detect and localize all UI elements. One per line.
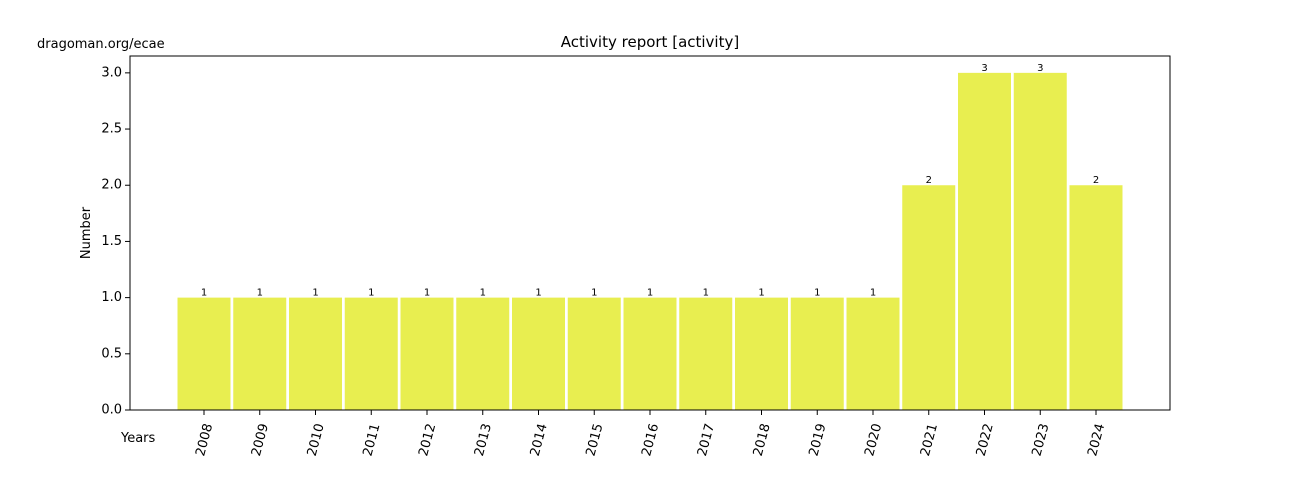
x-tick-label-2021: 2021 — [918, 422, 941, 458]
source-label: dragoman.org/ecae — [37, 37, 165, 52]
value-label-2013: 1 — [480, 288, 486, 299]
x-tick-label-2008: 2008 — [193, 422, 216, 458]
bar-2011 — [344, 297, 398, 410]
y-tick-label-3.0: 3.0 — [101, 65, 122, 80]
value-label-2008: 1 — [201, 288, 207, 299]
x-tick-label-2011: 2011 — [360, 422, 383, 458]
value-label-2017: 1 — [703, 288, 709, 299]
x-tick-label-2020: 2020 — [862, 422, 885, 458]
value-label-2014: 1 — [535, 288, 541, 299]
y-tick-label-2.5: 2.5 — [101, 122, 122, 137]
value-label-2010: 1 — [312, 288, 318, 299]
x-tick-label-2016: 2016 — [639, 422, 662, 458]
bar-2024 — [1069, 185, 1123, 410]
value-label-2022: 3 — [981, 63, 987, 74]
x-tick-label-2015: 2015 — [583, 422, 606, 458]
bar-2021 — [902, 185, 956, 410]
bars-group — [177, 72, 1123, 411]
x-tick-label-2010: 2010 — [305, 422, 328, 458]
value-labels-group: 1 1 1 1 1 1 1 1 1 1 1 1 1 2 3 3 2 — [201, 63, 1099, 299]
x-tick-label-2012: 2012 — [416, 422, 439, 458]
bar-2017 — [679, 297, 733, 410]
bar-2019 — [790, 297, 844, 410]
plot-frame — [129, 55, 1171, 411]
x-axis-ticks: 2008 2009 2010 2011 2012 2013 2014 2015 2016 2017… — [193, 410, 1108, 458]
value-label-2018: 1 — [758, 288, 764, 299]
value-label-2011: 1 — [368, 288, 374, 299]
y-tick-label-1.0: 1.0 — [101, 290, 122, 305]
bar-2020 — [846, 297, 900, 410]
bar-2012 — [400, 297, 454, 410]
bar-2010 — [289, 297, 342, 410]
bar-2023 — [1013, 72, 1067, 411]
x-tick-label-2018: 2018 — [751, 422, 774, 458]
bar-2009 — [233, 297, 287, 410]
y-tick-label-2.0: 2.0 — [101, 178, 122, 193]
bar-2016 — [623, 297, 677, 410]
bar-2018 — [735, 297, 788, 410]
x-tick-label-2019: 2019 — [806, 422, 829, 458]
chart-title: Activity report [activity] — [561, 33, 739, 51]
value-label-2015: 1 — [591, 288, 597, 299]
bar-2008 — [177, 297, 231, 410]
x-tick-label-2023: 2023 — [1029, 422, 1052, 458]
x-tick-label-2014: 2014 — [528, 422, 551, 458]
value-label-2016: 1 — [647, 288, 653, 299]
x-tick-label-2013: 2013 — [472, 422, 495, 458]
x-tick-label-2017: 2017 — [695, 422, 718, 458]
x-tick-label-2022: 2022 — [974, 422, 997, 458]
value-label-2009: 1 — [257, 288, 263, 299]
bar-2022 — [958, 72, 1011, 411]
bar-2013 — [456, 297, 510, 410]
y-axis-label: Number — [79, 206, 94, 259]
bar-2014 — [512, 297, 565, 410]
y-tick-label-0.0: 0.0 — [101, 403, 122, 418]
x-tick-label-2009: 2009 — [249, 422, 272, 458]
value-label-2019: 1 — [814, 288, 820, 299]
value-label-2024: 2 — [1093, 175, 1099, 186]
value-label-2012: 1 — [424, 288, 430, 299]
bar-2015 — [567, 297, 621, 410]
value-label-2021: 2 — [926, 175, 932, 186]
y-tick-label-0.5: 0.5 — [101, 346, 122, 361]
value-label-2020: 1 — [870, 288, 876, 299]
y-axis-ticks: 0.0 0.5 1.0 1.5 2.0 2.5 3.0 — [101, 65, 130, 418]
x-axis-label: Years — [120, 431, 156, 446]
value-label-2023: 3 — [1037, 63, 1043, 74]
x-tick-label-2024: 2024 — [1085, 422, 1108, 458]
y-tick-label-1.5: 1.5 — [101, 234, 122, 249]
